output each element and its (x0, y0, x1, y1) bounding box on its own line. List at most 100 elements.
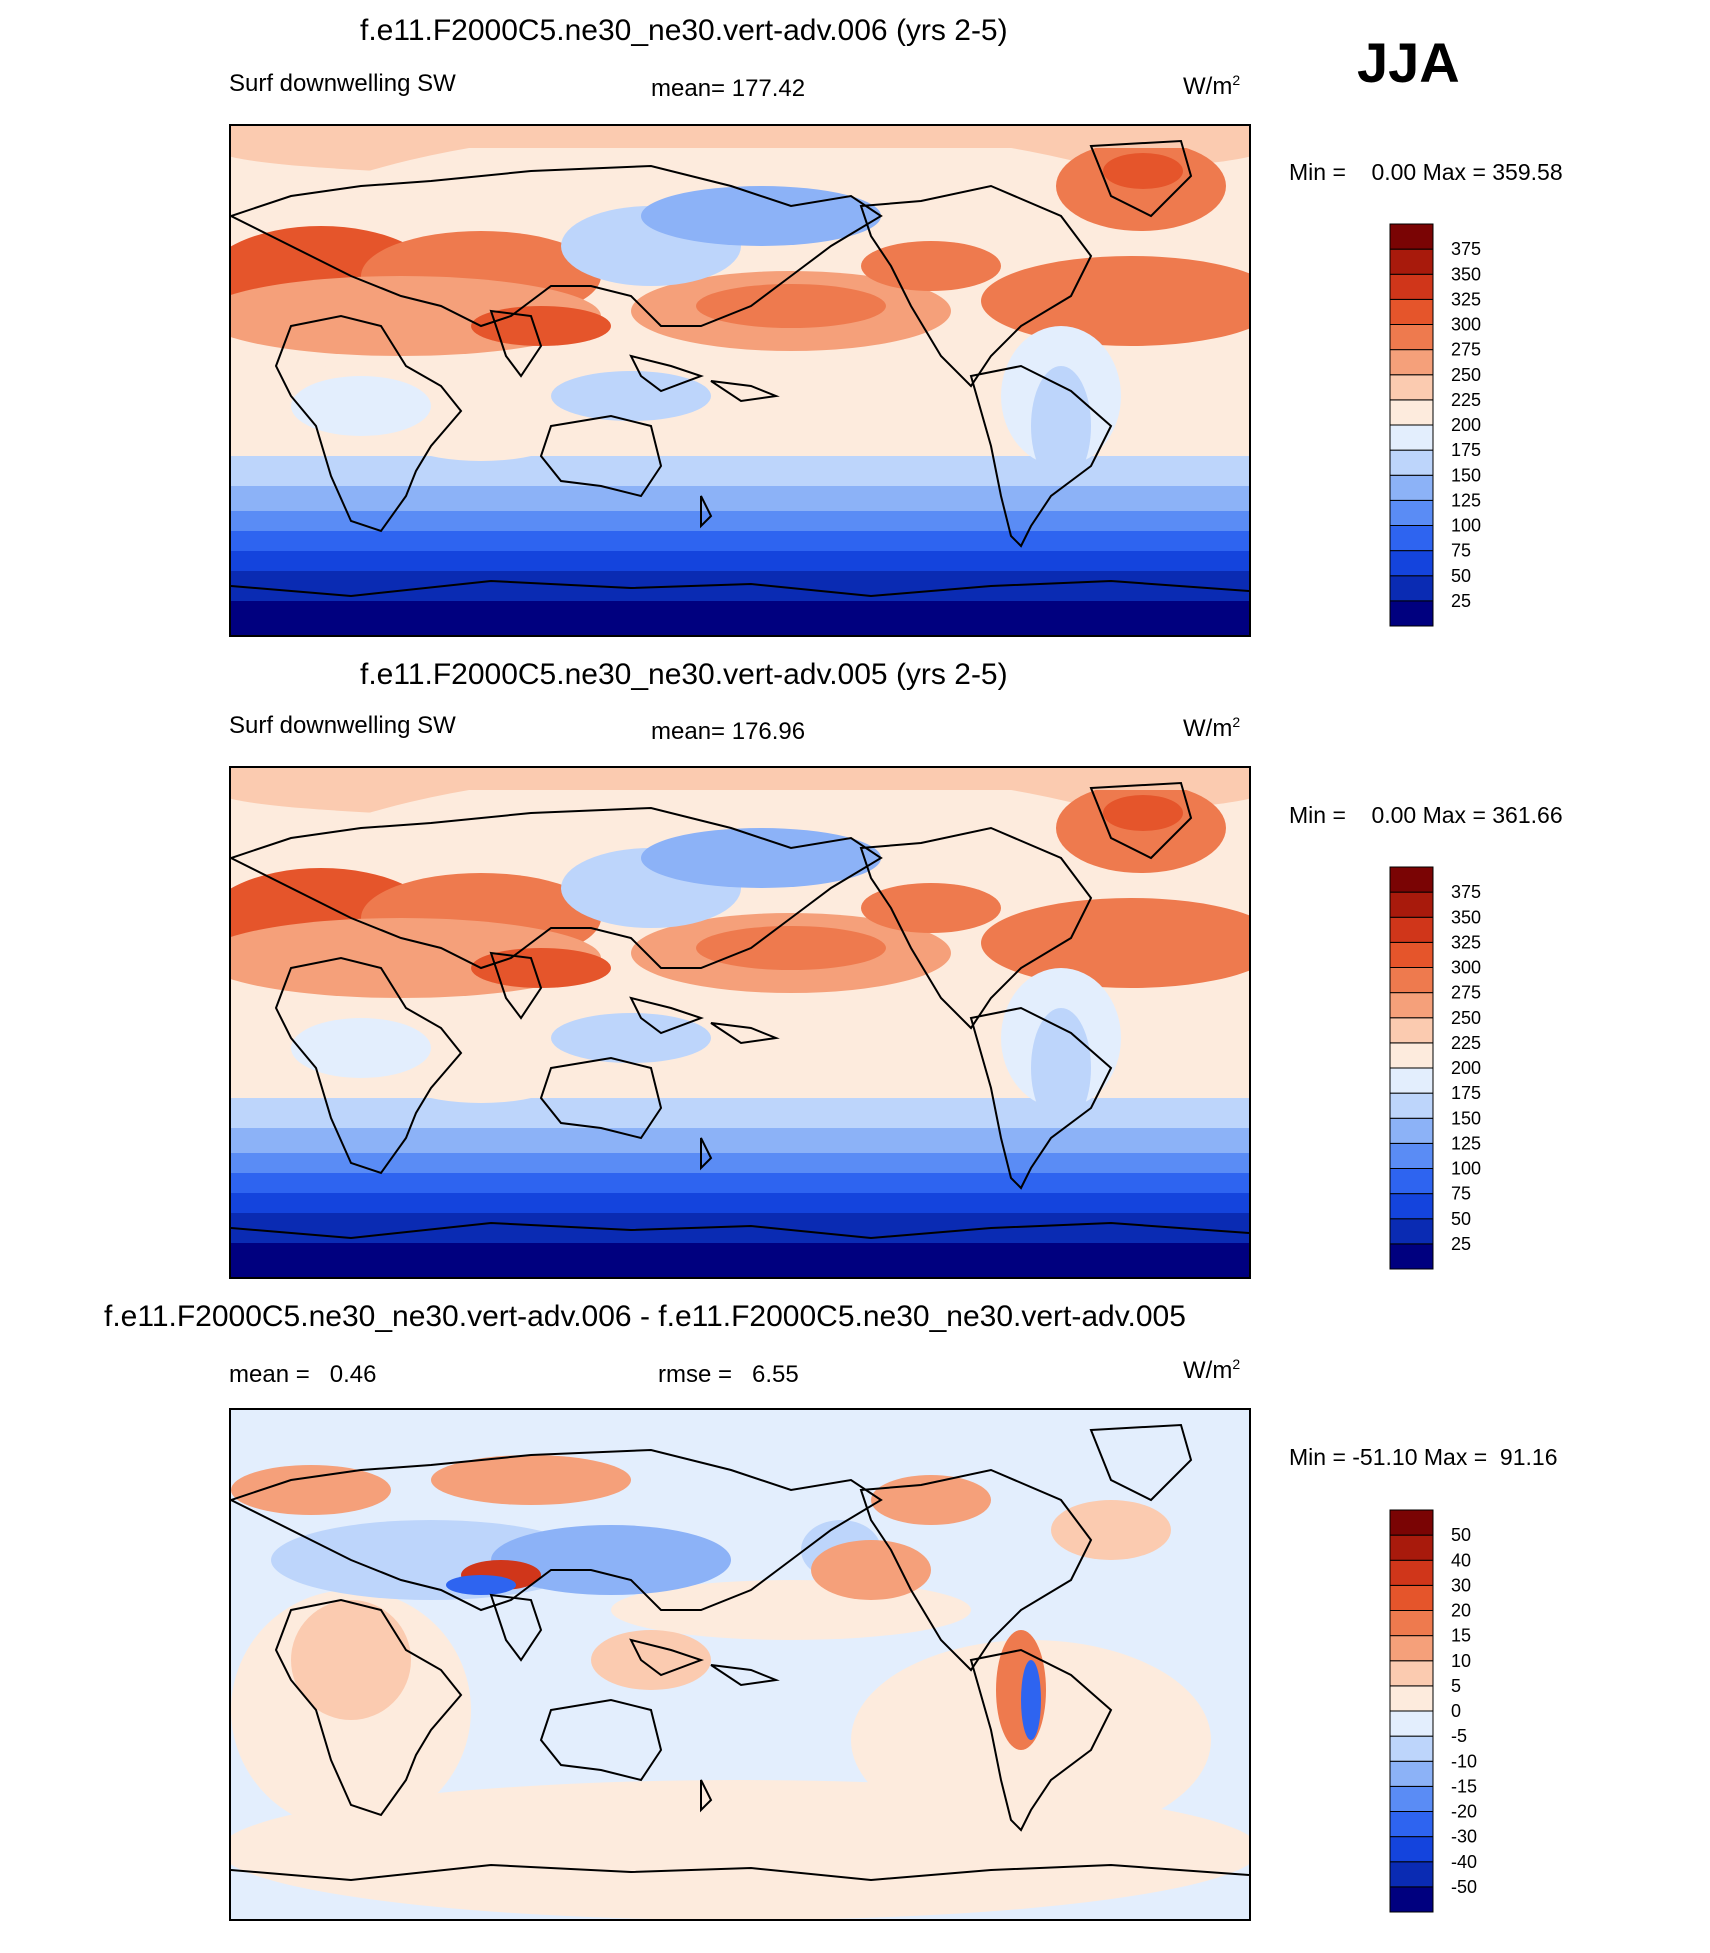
panel-2-units: W/m2 (1183, 714, 1241, 742)
field-band (231, 456, 1249, 486)
colorbar-box (1389, 1584, 1434, 1611)
coastline (710, 1664, 780, 1687)
colorbar-tick-label: 300 (1451, 958, 1481, 978)
field-patch (981, 898, 1249, 988)
colorbar-box (1389, 1042, 1434, 1069)
field-band (231, 571, 1249, 601)
panel-1-field (231, 126, 1249, 635)
field-band (231, 1098, 1249, 1128)
colorbar-tick-label: -40 (1451, 1852, 1477, 1872)
coastline (859, 826, 1093, 1030)
colorbar-tick-label: 5 (1451, 1676, 1461, 1696)
colorbar-box (1389, 550, 1434, 577)
field-patch (1021, 1660, 1041, 1740)
coastline (274, 956, 463, 1175)
colorbar-tick-label: 100 (1451, 516, 1481, 536)
coastline (700, 1137, 713, 1171)
coastline (231, 806, 883, 970)
panel-1-title: f.e11.F2000C5.ne30_ne30.vert-adv.006 (yr… (360, 14, 1008, 47)
coastline (489, 951, 543, 1020)
panel-3-rmse-label: rmse = 6.55 (658, 1361, 799, 1388)
colorbar-tick-label: 0 (1451, 1701, 1461, 1721)
field-band (231, 126, 1249, 148)
panel-3-minmax: Min = -51.10 Max = 91.16 (1289, 1444, 1558, 1470)
colorbar-box (1389, 1710, 1434, 1737)
panel-2-title: f.e11.F2000C5.ne30_ne30.vert-adv.005 (yr… (360, 658, 1008, 691)
coastline (629, 354, 704, 393)
colorbar-box (1389, 1886, 1434, 1913)
coastline (969, 1648, 1113, 1832)
colorbar-tick-label: -20 (1451, 1802, 1477, 1822)
colorbar-tick-label: 175 (1451, 1083, 1481, 1103)
colorbar-tick-label: -30 (1451, 1827, 1477, 1847)
colorbar-tick-label: 30 (1451, 1575, 1471, 1595)
field-band (231, 1173, 1249, 1193)
field-patch (231, 1465, 391, 1515)
field-band (231, 531, 1249, 551)
colorbar-tick-label: 200 (1451, 1058, 1481, 1078)
field-patch (701, 371, 1041, 421)
colorbar-box (1389, 1067, 1434, 1094)
colorbar-box (1389, 1635, 1434, 1662)
field-patch (291, 1600, 411, 1720)
colorbar-box (1389, 600, 1434, 627)
colorbar-box (1389, 866, 1434, 893)
colorbar-box (1389, 223, 1434, 250)
colorbar-box (1389, 1142, 1434, 1169)
field-band (231, 768, 1249, 790)
colorbar-tick-label: 25 (1451, 591, 1471, 611)
coastline (700, 1779, 713, 1813)
field-patch (1103, 153, 1183, 189)
colorbar-tick-label: 350 (1451, 907, 1481, 927)
coastline (859, 1468, 1093, 1672)
colorbar-tick-label: 75 (1451, 1184, 1471, 1204)
colorbar-box (1389, 1218, 1434, 1245)
colorbar-tick-label: 150 (1451, 1108, 1481, 1128)
colorbar-tick-label: 250 (1451, 1008, 1481, 1028)
colorbar-box (1389, 941, 1434, 968)
colorbar-box (1389, 891, 1434, 918)
colorbar-tick-label: 325 (1451, 289, 1481, 309)
colorbar-tick-label: 50 (1451, 1525, 1471, 1545)
coastline (1089, 139, 1193, 218)
colorbar-tick-label: 325 (1451, 932, 1481, 952)
panel-1-minmax: Min = 0.00 Max = 359.58 (1289, 159, 1563, 185)
field-band (231, 1193, 1249, 1213)
colorbar-tick-label: 125 (1451, 1133, 1481, 1153)
colorbar-tick-label: 300 (1451, 315, 1481, 335)
colorbar-tick-label: 20 (1451, 1601, 1471, 1621)
coastline (700, 495, 713, 529)
panel-2-variable-label: Surf downwelling SW (229, 712, 456, 739)
field-patch (291, 376, 431, 436)
field-patch (1031, 366, 1091, 486)
colorbar-box (1389, 1509, 1434, 1536)
panel-1-mean-label: mean= 177.42 (651, 75, 806, 102)
field-patch (591, 1630, 711, 1690)
coastline (539, 1698, 663, 1782)
colorbar-box (1389, 324, 1434, 351)
colorbar-tick-label: 10 (1451, 1651, 1471, 1671)
season-label: JJA (1357, 31, 1460, 94)
coastline (231, 579, 1249, 598)
colorbar-box (1389, 1836, 1434, 1863)
coastline (539, 414, 663, 498)
field-patch (1031, 1008, 1091, 1128)
field-band (231, 1128, 1249, 1153)
colorbar-box (1389, 525, 1434, 552)
colorbar-tick-label: 200 (1451, 415, 1481, 435)
field-band (231, 511, 1249, 531)
colorbar-tick-label: 375 (1451, 882, 1481, 902)
coastline (629, 996, 704, 1035)
field-patch (696, 926, 886, 970)
coastline (274, 314, 463, 533)
colorbar-box (1389, 374, 1434, 401)
colorbar-box (1389, 424, 1434, 451)
colorbar-box (1389, 1685, 1434, 1712)
colorbar-box (1389, 1534, 1434, 1561)
panel-1-units: W/m2 (1183, 72, 1241, 100)
field-patch (291, 1018, 431, 1078)
field-patch (1051, 1500, 1171, 1560)
panel-3-title: f.e11.F2000C5.ne30_ne30.vert-adv.006 - f… (104, 1300, 1186, 1333)
field-patch (471, 948, 611, 988)
colorbar-tick-label: 275 (1451, 340, 1481, 360)
